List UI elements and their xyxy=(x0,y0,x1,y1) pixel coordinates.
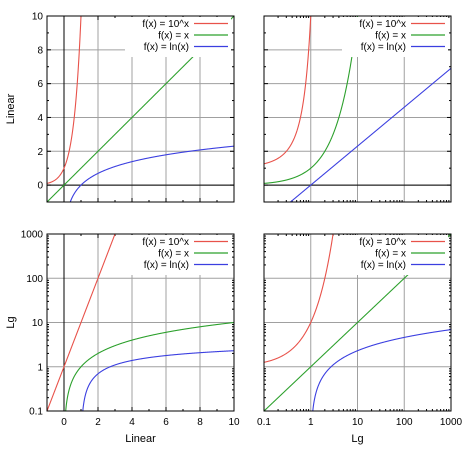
x-tick-label: 100 xyxy=(396,417,413,428)
legend-label: f(x) = ln(x) xyxy=(144,260,189,271)
x-tick-label: 1000 xyxy=(440,417,463,428)
y-tick-label: 10 xyxy=(32,318,44,329)
plot-frame xyxy=(46,15,235,203)
plot-frame xyxy=(263,15,452,203)
series-line-3 xyxy=(312,329,451,411)
y-tick-label: 1 xyxy=(37,362,43,373)
panel-3: f(x) = 10^xf(x) = xf(x) = ln(x)0 2 4 6 8 100.… xyxy=(5,184,240,446)
plot-frame xyxy=(263,233,452,412)
legend-label: f(x) = x xyxy=(375,249,406,260)
legend-label: f(x) = 10^x xyxy=(142,19,189,30)
y-axis-label: Linear xyxy=(5,93,17,124)
legend-label: f(x) = x xyxy=(375,31,406,42)
x-tick-label: 1 xyxy=(308,417,314,428)
y-axis-label: Lg xyxy=(5,316,17,328)
series-line-3 xyxy=(289,67,451,202)
y-tick-label: 4 xyxy=(37,113,43,124)
y-tick-label: 8 xyxy=(37,45,43,56)
legend: f(x) = 10^xf(x) = xf(x) = ln(x) xyxy=(125,17,231,57)
x-tick-label: 10 xyxy=(352,417,364,428)
legend-label: f(x) = 10^x xyxy=(359,237,406,248)
y-tick-label: 2 xyxy=(37,147,43,158)
legend-label: f(x) = x xyxy=(158,249,189,260)
legend-label: f(x) = ln(x) xyxy=(144,42,189,53)
plot-frame xyxy=(46,233,235,412)
legend: f(x) = 10^xf(x) = xf(x) = ln(x) xyxy=(342,17,448,57)
legend-label: f(x) = ln(x) xyxy=(361,42,406,53)
y-tick-label: 100 xyxy=(26,274,43,285)
panel-1: f(x) = 10^xf(x) = xf(x) = ln(x) 0 2 4 6 8 10 Li… xyxy=(5,12,235,203)
x-tick-label: 6 xyxy=(163,417,169,428)
legend: f(x) = 10^xf(x) = xf(x) = ln(x) xyxy=(342,235,448,275)
series-line-1 xyxy=(47,184,234,411)
legend-label: f(x) = x xyxy=(158,31,189,42)
legend-label: f(x) = ln(x) xyxy=(361,260,406,271)
y-tick-label: 6 xyxy=(37,79,43,90)
series-line-3 xyxy=(69,145,234,202)
panel-2: f(x) = 10^xf(x) = xf(x) = ln(x) xyxy=(263,15,452,203)
x-axis-label: Lg xyxy=(351,433,363,445)
legend-label: f(x) = 10^x xyxy=(359,19,406,30)
x-tick-label: 0.1 xyxy=(257,417,271,428)
y-tick-label: 1000 xyxy=(21,230,44,241)
x-tick-label: 2 xyxy=(95,417,101,428)
x-tick-label: 0 xyxy=(61,417,67,428)
y-tick-label: 0 xyxy=(37,181,43,192)
series-line-3 xyxy=(82,350,234,411)
x-tick-label: 10 xyxy=(228,417,240,428)
y-tick-label: 10 xyxy=(32,12,44,23)
x-tick-label: 4 xyxy=(129,417,135,428)
x-tick-label: 8 xyxy=(197,417,203,428)
series-line-2 xyxy=(65,321,234,411)
x-axis-label: Linear xyxy=(125,433,156,445)
legend-label: f(x) = 10^x xyxy=(142,237,189,248)
panel-4: f(x) = 10^xf(x) = xf(x) = ln(x) 0.1 1 10 100… xyxy=(257,233,463,445)
legend: f(x) = 10^xf(x) = xf(x) = ln(x) xyxy=(125,235,231,275)
y-tick-label: 0.1 xyxy=(29,407,43,418)
